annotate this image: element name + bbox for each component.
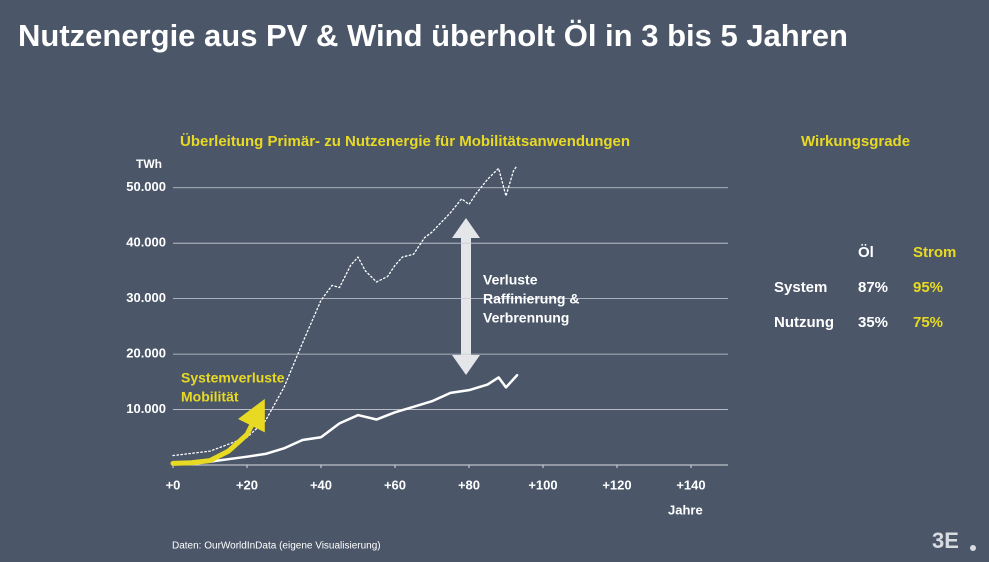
line-solid bbox=[171, 373, 519, 465]
line-dotted bbox=[172, 164, 518, 457]
efficiency-row-label: System bbox=[774, 279, 827, 296]
efficiency-cell: 35% bbox=[858, 314, 888, 331]
x-tick-label: +80 bbox=[458, 477, 480, 492]
y-tick-label: 20.000 bbox=[126, 346, 166, 361]
y-tick-label: 50.000 bbox=[126, 179, 166, 194]
x-tick-label: +0 bbox=[166, 477, 181, 492]
logo-dot bbox=[970, 545, 976, 551]
y-tick-label: 10.000 bbox=[126, 401, 166, 416]
slide-title: Nutzenergie aus PV & Wind überholt Öl in… bbox=[18, 18, 848, 53]
source: Daten: OurWorldInData (eigene Visualisie… bbox=[172, 541, 381, 552]
annotation: Systemverluste bbox=[181, 370, 285, 386]
x-tick-label: +140 bbox=[676, 477, 705, 492]
y-axis-label: TWh bbox=[136, 157, 162, 171]
efficiency-header: Strom bbox=[913, 244, 956, 261]
efficiency-header: Öl bbox=[858, 244, 874, 261]
x-axis-label: Jahre bbox=[668, 502, 703, 517]
x-tick-label: +120 bbox=[602, 477, 631, 492]
x-tick-label: +60 bbox=[384, 477, 406, 492]
annotation: Verbrennung bbox=[483, 310, 569, 326]
efficiency-cell: 95% bbox=[913, 279, 943, 296]
efficiency-cell: 87% bbox=[858, 279, 888, 296]
x-tick-label: +40 bbox=[310, 477, 332, 492]
annotation: Verluste bbox=[483, 272, 538, 288]
x-tick-label: +100 bbox=[528, 477, 557, 492]
x-tick-label: +20 bbox=[236, 477, 258, 492]
logo: 3E bbox=[932, 528, 959, 553]
annotation: Raffinierung & bbox=[483, 291, 579, 307]
efficiency-title: Wirkungsgrade bbox=[801, 133, 910, 150]
chart-subtitle: Überleitung Primär- zu Nutzenergie für M… bbox=[180, 133, 630, 150]
y-tick-label: 30.000 bbox=[126, 290, 166, 305]
y-tick-label: 40.000 bbox=[126, 235, 166, 250]
efficiency-row-label: Nutzung bbox=[774, 314, 834, 331]
line-thick bbox=[170, 398, 265, 466]
annotation: Mobilität bbox=[181, 389, 239, 405]
double-arrow bbox=[452, 218, 480, 375]
efficiency-cell: 75% bbox=[913, 314, 943, 331]
